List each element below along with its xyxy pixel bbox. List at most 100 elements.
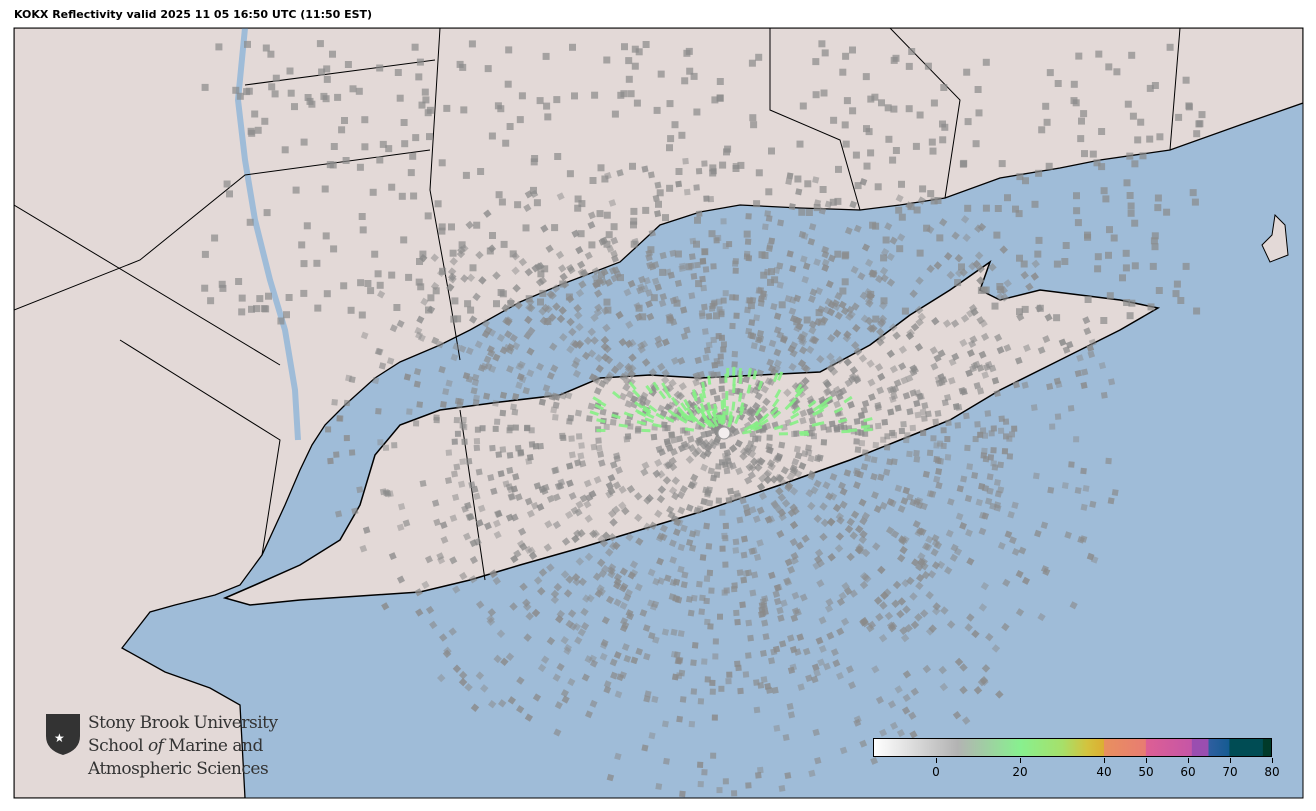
echo-gate [1046, 383, 1054, 391]
echo-gate [431, 499, 440, 507]
echo-gate-light-rain [738, 392, 743, 402]
echo-gate [447, 267, 457, 276]
echo-gate [433, 416, 440, 424]
echo-gate [492, 425, 499, 432]
echo-gate [721, 589, 728, 596]
echo-gate [899, 626, 908, 635]
echo-gate [993, 231, 1001, 239]
echo-gate [774, 583, 783, 592]
echo-gate [626, 612, 635, 621]
echo-gate [766, 434, 773, 441]
echo-gate [709, 169, 717, 177]
echo-gate [1196, 120, 1204, 128]
echo-gate [546, 371, 555, 380]
echo-gate [559, 392, 567, 400]
echo-gate [611, 110, 619, 118]
echo-gate [518, 527, 527, 536]
echo-gate [385, 145, 393, 153]
echo-gate [874, 404, 882, 412]
echo-gate [872, 542, 881, 551]
echo-gate [773, 597, 782, 606]
echo-gate [854, 525, 864, 534]
echo-gate [1137, 118, 1145, 126]
echo-gate [801, 275, 810, 284]
echo-gate [683, 326, 691, 334]
echo-gate [840, 306, 850, 316]
echo-gate [497, 289, 505, 296]
echo-gate [853, 481, 861, 490]
echo-gate [978, 527, 987, 536]
echo-gate [858, 498, 867, 507]
echo-gate [505, 652, 515, 661]
echo-gate [603, 240, 611, 248]
echo-gate [876, 327, 885, 337]
echo-gate [1072, 99, 1080, 107]
echo-gate [554, 701, 563, 710]
echo-gate [577, 628, 587, 637]
echo-gate [1012, 381, 1020, 389]
echo-gate [930, 99, 938, 107]
echo-gate-light-rain [800, 432, 810, 436]
echo-gate [592, 376, 601, 385]
echo-gate [925, 590, 934, 600]
echo-gate [849, 200, 858, 209]
echo-gate [599, 652, 608, 661]
echo-gate [703, 449, 712, 458]
echo-gate [942, 319, 952, 328]
echo-gate [822, 378, 831, 388]
echo-gate [1082, 485, 1090, 492]
echo-gate [536, 503, 545, 512]
echo-gate-light-rain [774, 389, 782, 399]
echo-gate [853, 715, 862, 724]
echo-gate [486, 247, 494, 255]
echo-gate [503, 343, 512, 352]
echo-gate [739, 451, 748, 461]
echo-gate [802, 262, 811, 270]
echo-gate [937, 349, 946, 358]
echo-gate [719, 442, 727, 449]
echo-gate [498, 198, 506, 206]
echo-gate [980, 427, 987, 434]
echo-gate-light-rain [732, 366, 736, 376]
echo-gate [1030, 404, 1038, 411]
echo-gate [744, 238, 752, 245]
echo-gate [348, 449, 356, 456]
echo-gate [843, 357, 852, 367]
echo-gate [964, 204, 972, 212]
echo-gate [595, 364, 604, 373]
echo-gate [768, 339, 777, 348]
echo-gate [793, 318, 801, 326]
echo-gate [616, 169, 624, 177]
echo-gate [335, 510, 343, 518]
colorbar-tick-label: 70 [1222, 765, 1238, 779]
echo-gate [859, 580, 869, 590]
echo-gate [434, 200, 442, 208]
echo-gate [932, 418, 939, 426]
echo-gate [468, 40, 476, 48]
echo-gate [815, 636, 824, 645]
echo-gate-light-rain [631, 389, 641, 398]
echo-gate [736, 516, 744, 524]
echo-gate [500, 240, 508, 248]
echo-gate [981, 484, 989, 492]
echo-gate [568, 451, 576, 459]
echo-gate [661, 369, 670, 378]
echo-gate [1122, 264, 1130, 272]
echo-gate [767, 278, 774, 286]
echo-gate [625, 533, 634, 542]
echo-gate [534, 262, 543, 271]
echo-gate [973, 686, 983, 695]
echo-gate [649, 603, 658, 611]
echo-gate [525, 303, 534, 312]
echo-gate [913, 449, 920, 457]
echo-gate [695, 210, 703, 218]
echo-gate [813, 669, 821, 677]
echo-gate [473, 444, 481, 452]
echo-gate [732, 260, 739, 267]
echo-gate [673, 299, 681, 307]
echo-gate [839, 68, 847, 76]
echo-gate [605, 595, 615, 604]
echo-gate [1102, 195, 1110, 203]
echo-gate [630, 207, 638, 215]
echo-gate [657, 485, 667, 494]
